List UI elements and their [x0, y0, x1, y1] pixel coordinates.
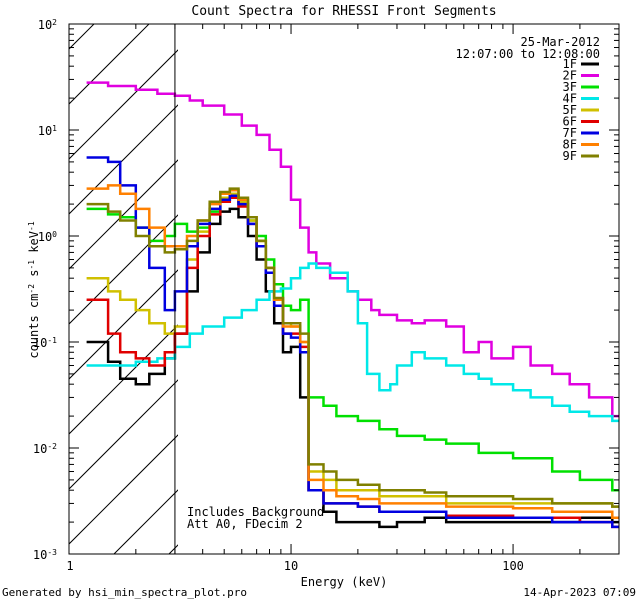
legend-label-2F: 2F: [563, 69, 577, 83]
x-tick-label: 10: [284, 559, 298, 573]
y-tick-label: 10-3: [33, 548, 57, 563]
hatch-line: [69, 24, 150, 105]
time-range-label: 12:07:00 to 12:08:00: [456, 47, 601, 61]
y-axis-label: counts cm-2 s-1 keV-1: [27, 221, 42, 358]
legend-label-8F: 8F: [563, 138, 577, 152]
legend-label-6F: 6F: [563, 115, 577, 129]
annotation-attenuator: Att A0, FDecim 2: [187, 517, 303, 531]
hatch-line: [69, 214, 178, 325]
x-axis-label: Energy (keV): [301, 575, 388, 589]
hatch-line: [69, 49, 178, 160]
hatch-line: [69, 324, 178, 435]
series-line-2F: [86, 81, 619, 418]
footer-timestamp: 14-Apr-2023 07:09: [523, 586, 636, 599]
legend-label-9F: 9F: [563, 149, 577, 163]
series-line-9F: [86, 187, 619, 508]
date-label: 25-Mar-2012: [521, 35, 600, 49]
y-axis: 10-3 10-2 10-1 100 101 102: [33, 18, 619, 563]
y-tick-label: 101: [38, 124, 57, 139]
series-line-3F: [86, 194, 619, 492]
hatch-line: [69, 379, 178, 490]
legend-label-4F: 4F: [563, 92, 577, 106]
hatch-line: [69, 269, 178, 380]
x-tick-label-1: 1: [66, 559, 73, 573]
hatch-line: [69, 24, 95, 50]
legend-label-3F: 3F: [563, 80, 577, 94]
chart-title: Count Spectra for RHESSI Front Segments: [191, 4, 496, 19]
series-line-4F: [86, 262, 619, 423]
plot-frame: [68, 23, 620, 555]
x-axis: 10 100: [68, 24, 620, 573]
legend-label-5F: 5F: [563, 103, 577, 117]
hatch-line: [113, 489, 178, 554]
legend-label-1F: 1F: [563, 57, 577, 71]
y-tick-label: 102: [38, 18, 57, 33]
x-tick-label: 100: [502, 559, 524, 573]
footer-generated-by: Generated by hsi_min_spectra_plot.pro: [2, 586, 247, 599]
series-line-7F: [86, 156, 619, 529]
annotation-background: Includes Background: [187, 505, 324, 519]
hatch-line: [69, 434, 178, 545]
y-tick-label: 100: [38, 230, 57, 245]
y-tick-label: 10-1: [33, 336, 57, 351]
series-lines: [86, 81, 619, 529]
hatch-line: [69, 104, 178, 215]
hatched-region: [69, 24, 178, 554]
series-line-5F: [86, 192, 619, 508]
y-tick-label: 10-2: [33, 442, 57, 457]
legend-label-7F: 7F: [563, 126, 577, 140]
